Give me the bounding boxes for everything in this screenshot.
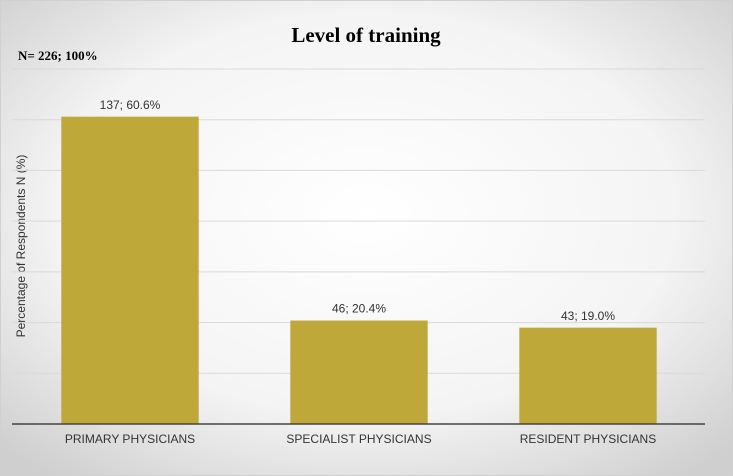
x-tick-label: SPECIALIST PHYSICIANS [286,432,431,446]
data-label: 137; 60.6% [100,98,161,112]
data-label: 43; 19.0% [561,309,615,323]
data-label: 46; 20.4% [332,302,386,316]
y-axis-label: Percentage of Respondents N (%) [14,155,28,338]
bar [290,320,428,424]
bar [61,116,199,425]
annotation: N= 226; 100% [18,48,98,63]
x-tick-label: RESIDENT PHYSICIANS [520,432,656,446]
x-tick-label: PRIMARY PHYSICIANS [65,432,195,446]
chart-title: Level of training [291,23,441,47]
bar [519,327,657,424]
